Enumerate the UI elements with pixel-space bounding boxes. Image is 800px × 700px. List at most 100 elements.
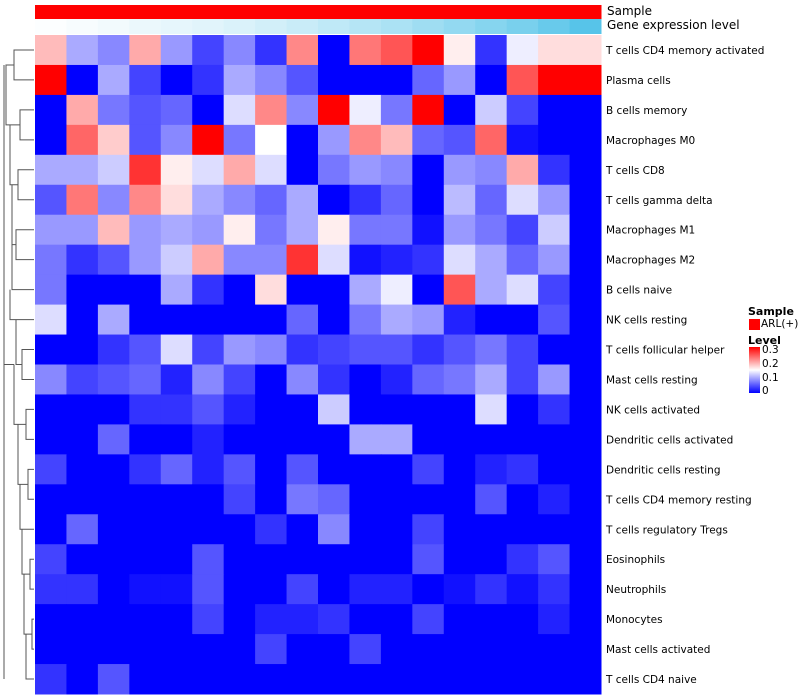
heatmap-cell bbox=[66, 454, 99, 485]
row-label: T cells follicular helper bbox=[605, 345, 725, 357]
heatmap-cell bbox=[129, 364, 162, 395]
heatmap-cell bbox=[286, 574, 319, 605]
heatmap-cell bbox=[569, 124, 602, 156]
heatmap-cell bbox=[192, 544, 225, 575]
sample-annotation-cell bbox=[412, 5, 445, 19]
heatmap-cell bbox=[255, 64, 288, 96]
heatmap-cell bbox=[318, 574, 350, 605]
heatmap-cell bbox=[66, 664, 99, 695]
heatmap-cells bbox=[35, 35, 602, 695]
heatmap-cell bbox=[443, 604, 476, 635]
heatmap-cell bbox=[35, 304, 67, 336]
heatmap-cell bbox=[443, 364, 476, 395]
heatmap-cell bbox=[412, 154, 445, 186]
heatmap-cell bbox=[160, 94, 193, 126]
heatmap-cell bbox=[66, 544, 99, 575]
heatmap-cell bbox=[380, 154, 413, 186]
row-label: Neutrophils bbox=[606, 584, 666, 596]
dendrogram-branch bbox=[5, 64, 20, 126]
heatmap-cell bbox=[380, 454, 413, 485]
heatmap-cell bbox=[475, 574, 508, 605]
heatmap-cell bbox=[255, 544, 288, 575]
heatmap-cell bbox=[569, 64, 602, 96]
heatmap-cell bbox=[255, 184, 288, 216]
heatmap-cell bbox=[192, 424, 225, 455]
heatmap-cell bbox=[443, 94, 476, 126]
heatmap-cell bbox=[286, 364, 319, 395]
heatmap-cell bbox=[255, 604, 288, 635]
sample-annotation-cell bbox=[569, 5, 602, 19]
heatmap-cell bbox=[538, 514, 571, 545]
heatmap-cell bbox=[255, 514, 288, 545]
row-label: Macrophages M2 bbox=[606, 255, 695, 267]
heatmap-cell bbox=[192, 514, 225, 545]
heatmap-cell bbox=[380, 484, 413, 515]
heatmap-cell bbox=[129, 214, 162, 246]
heatmap-cell bbox=[412, 394, 445, 425]
heatmap-cell bbox=[223, 604, 256, 635]
heatmap-cell bbox=[97, 64, 130, 96]
heatmap-cell bbox=[443, 484, 476, 515]
heatmap-cell bbox=[66, 484, 99, 515]
heatmap-cell bbox=[223, 424, 256, 455]
heatmap-cell bbox=[475, 64, 508, 96]
heatmap-cell bbox=[569, 304, 602, 336]
sample-annotation-label: Sample bbox=[607, 4, 652, 18]
heatmap-cell bbox=[412, 364, 445, 395]
heatmap-cell bbox=[66, 64, 99, 96]
heatmap-cell bbox=[160, 304, 193, 336]
heatmap-cell bbox=[255, 664, 288, 695]
heatmap-cell bbox=[286, 184, 319, 216]
dendrogram-branch bbox=[27, 468, 34, 500]
heatmap-cell bbox=[443, 514, 476, 545]
heatmap-cell bbox=[569, 484, 602, 515]
heatmap-cell bbox=[255, 304, 288, 336]
heatmap-cell bbox=[223, 394, 256, 425]
heatmap-cell bbox=[35, 424, 67, 455]
dendrogram-branch bbox=[15, 229, 34, 261]
heatmap-cell bbox=[443, 35, 476, 66]
heatmap-cell bbox=[97, 604, 130, 635]
sample-annotation-cell bbox=[223, 5, 256, 19]
heatmap-cell bbox=[223, 274, 256, 306]
row-label: Monocytes bbox=[606, 614, 663, 626]
heatmap-cell bbox=[380, 244, 413, 276]
heatmap-cell bbox=[538, 634, 571, 665]
expression-annotation-cell bbox=[286, 19, 319, 34]
heatmap-cell bbox=[443, 124, 476, 156]
heatmap-cell bbox=[538, 484, 571, 515]
heatmap-cell bbox=[506, 544, 539, 575]
heatmap-cell bbox=[192, 394, 225, 425]
heatmap-cell bbox=[380, 364, 413, 395]
heatmap-cell bbox=[97, 94, 130, 126]
heatmap-cell bbox=[318, 544, 350, 575]
heatmap-cell bbox=[255, 154, 288, 186]
dendrogram-branch bbox=[11, 244, 34, 291]
heatmap-cell bbox=[66, 124, 99, 156]
expression-annotation-cell bbox=[129, 19, 162, 34]
dendrogram-branch bbox=[19, 109, 34, 141]
expression-annotation-cell bbox=[66, 19, 99, 34]
heatmap-cell bbox=[380, 634, 413, 665]
heatmap-cell bbox=[475, 484, 508, 515]
heatmap-cell bbox=[475, 154, 508, 186]
heatmap-cell bbox=[349, 334, 382, 365]
sample-annotation-cell bbox=[192, 5, 225, 19]
heatmap-cell bbox=[538, 364, 571, 395]
expression-annotation-cell bbox=[506, 19, 539, 34]
heatmap-cell bbox=[35, 454, 67, 485]
dendrogram-branch bbox=[29, 558, 34, 590]
level-legend bbox=[749, 347, 760, 393]
heatmap-cell bbox=[223, 574, 256, 605]
heatmap-cell bbox=[569, 424, 602, 455]
heatmap-cell bbox=[223, 214, 256, 246]
sample-annotation-cell bbox=[129, 5, 162, 19]
heatmap-cell bbox=[318, 454, 350, 485]
heatmap-cell bbox=[318, 664, 350, 695]
dendrogram-branch bbox=[21, 529, 30, 575]
heatmap-cell bbox=[66, 394, 99, 425]
heatmap-cell bbox=[538, 214, 571, 246]
heatmap-cell bbox=[569, 334, 602, 365]
heatmap-cell bbox=[286, 664, 319, 695]
